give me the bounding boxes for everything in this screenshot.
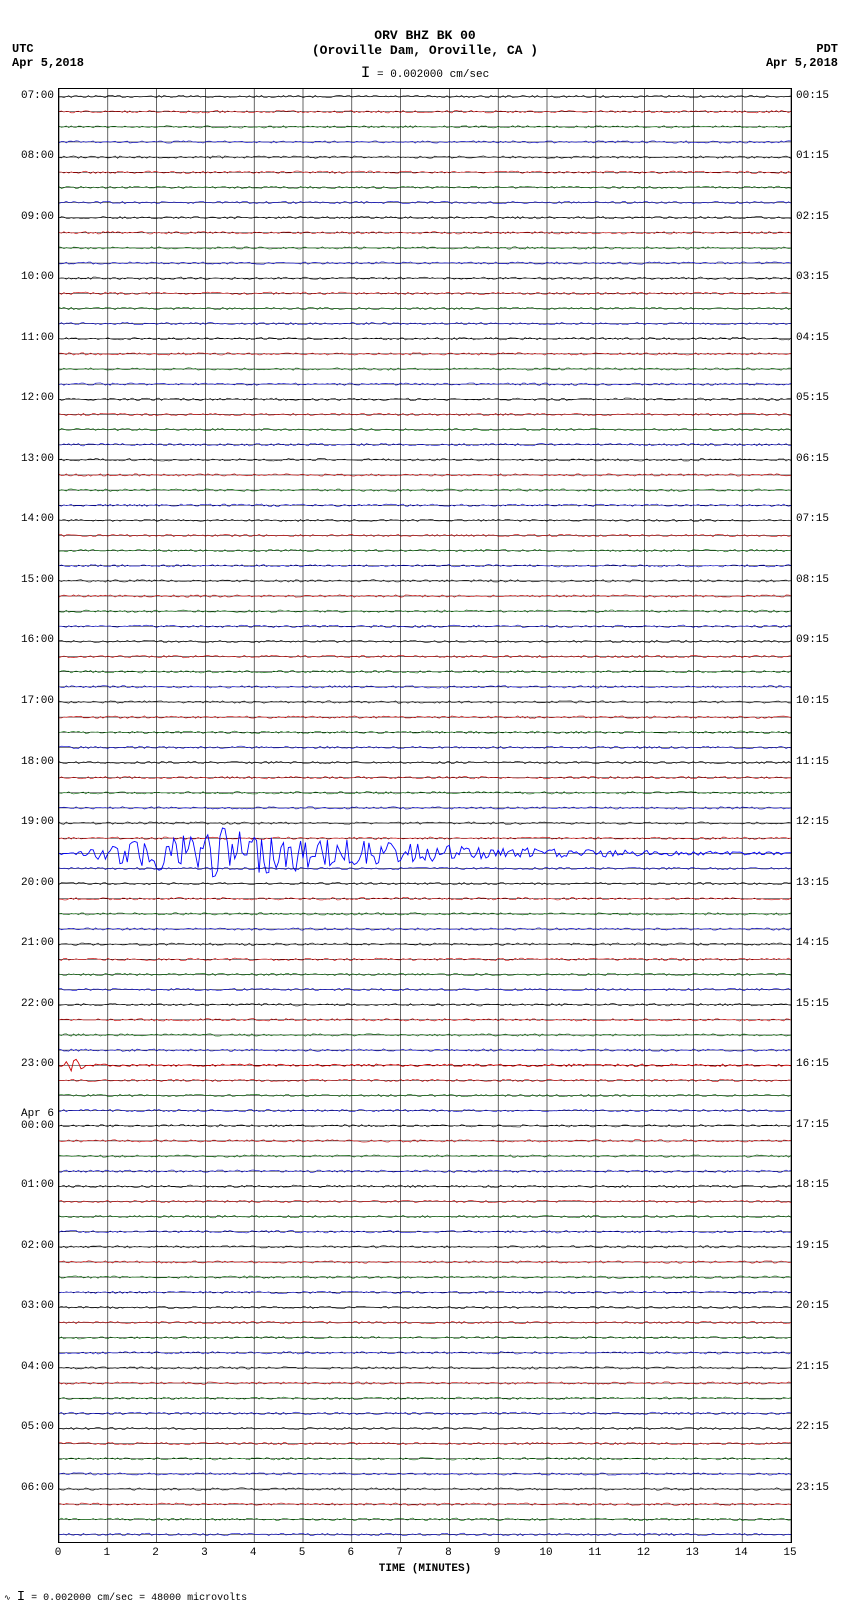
seismogram-plot [58,88,792,1543]
hour-label-left: 03:00 [2,1300,54,1312]
x-tick: 11 [588,1547,601,1559]
hour-label-left: 22:00 [2,998,54,1010]
hour-label-right: 20:15 [796,1300,848,1312]
x-tick: 12 [637,1547,650,1559]
timezone-right: PDT [816,42,838,56]
hour-label-left: 10:00 [2,271,54,283]
hour-label-right: 21:15 [796,1361,848,1373]
header: ORV BHZ BK 00 (Oroville Dam, Oroville, C… [0,0,850,58]
x-tick: 15 [783,1547,796,1559]
hour-label-right: 17:15 [796,1119,848,1131]
hour-label-left: 18:00 [2,756,54,768]
hour-label-right: 07:15 [796,513,848,525]
hour-label-right: 15:15 [796,998,848,1010]
x-tick: 8 [445,1547,452,1559]
x-tick: 7 [396,1547,403,1559]
x-tick: 2 [152,1547,159,1559]
hour-label-right: 06:15 [796,453,848,465]
x-tick: 6 [347,1547,354,1559]
hour-label-left: 14:00 [2,513,54,525]
x-axis-label: TIME (MINUTES) [58,1563,792,1575]
hour-label-right: 09:15 [796,634,848,646]
hour-label-left: 04:00 [2,1361,54,1373]
scale-indicator-top: I = 0.002000 cm/sec [0,64,850,82]
hour-label-right: 18:15 [796,1179,848,1191]
hour-label-left: 17:00 [2,695,54,707]
x-tick: 14 [735,1547,748,1559]
x-axis-ticks: 0123456789101112131415 [58,1547,792,1561]
hour-label-left: 06:00 [2,1482,54,1494]
hour-label-right: 13:15 [796,877,848,889]
x-tick: 0 [55,1547,62,1559]
hour-label-right: 02:15 [796,211,848,223]
x-tick: 13 [686,1547,699,1559]
hour-label-left: 13:00 [2,453,54,465]
hour-label-left: 07:00 [2,90,54,102]
date-left: Apr 5,2018 [12,56,84,70]
hour-label-left: 11:00 [2,332,54,344]
hour-label-right: 00:15 [796,90,848,102]
hour-label-left: 15:00 [2,574,54,586]
hour-label-left: 16:00 [2,634,54,646]
hour-label-right: 11:15 [796,756,848,768]
hour-label-left: 21:00 [2,937,54,949]
hour-label-left: Apr 600:00 [2,1108,54,1132]
hour-label-left: 20:00 [2,877,54,889]
date-right: Apr 5,2018 [766,56,838,70]
hour-label-right: 10:15 [796,695,848,707]
hour-label-left: 02:00 [2,1240,54,1252]
x-tick: 3 [201,1547,208,1559]
hour-label-left: 01:00 [2,1179,54,1191]
hour-label-left: 19:00 [2,816,54,828]
seismogram-container: ORV BHZ BK 00 (Oroville Dam, Oroville, C… [0,0,850,1613]
station-title: ORV BHZ BK 00 [0,28,850,43]
hour-label-right: 19:15 [796,1240,848,1252]
hour-label-left: 09:00 [2,211,54,223]
hour-label-right: 08:15 [796,574,848,586]
hour-label-left: 05:00 [2,1421,54,1433]
hour-label-right: 01:15 [796,150,848,162]
hour-label-right: 12:15 [796,816,848,828]
hour-label-right: 14:15 [796,937,848,949]
hour-label-left: 12:00 [2,392,54,404]
x-tick: 5 [299,1547,306,1559]
footer-scale: ∿ I = 0.002000 cm/sec = 48000 microvolts [4,1589,247,1605]
station-location: (Oroville Dam, Oroville, CA ) [0,43,850,58]
hour-label-right: 23:15 [796,1482,848,1494]
timezone-left: UTC [12,42,34,56]
x-tick: 9 [494,1547,501,1559]
x-tick: 10 [539,1547,552,1559]
hour-label-left: 08:00 [2,150,54,162]
hour-label-left: 23:00 [2,1058,54,1070]
hour-label-right: 05:15 [796,392,848,404]
x-tick: 4 [250,1547,257,1559]
hour-label-right: 03:15 [796,271,848,283]
hour-label-right: 16:15 [796,1058,848,1070]
hour-label-right: 04:15 [796,332,848,344]
x-tick: 1 [103,1547,110,1559]
hour-label-right: 22:15 [796,1421,848,1433]
